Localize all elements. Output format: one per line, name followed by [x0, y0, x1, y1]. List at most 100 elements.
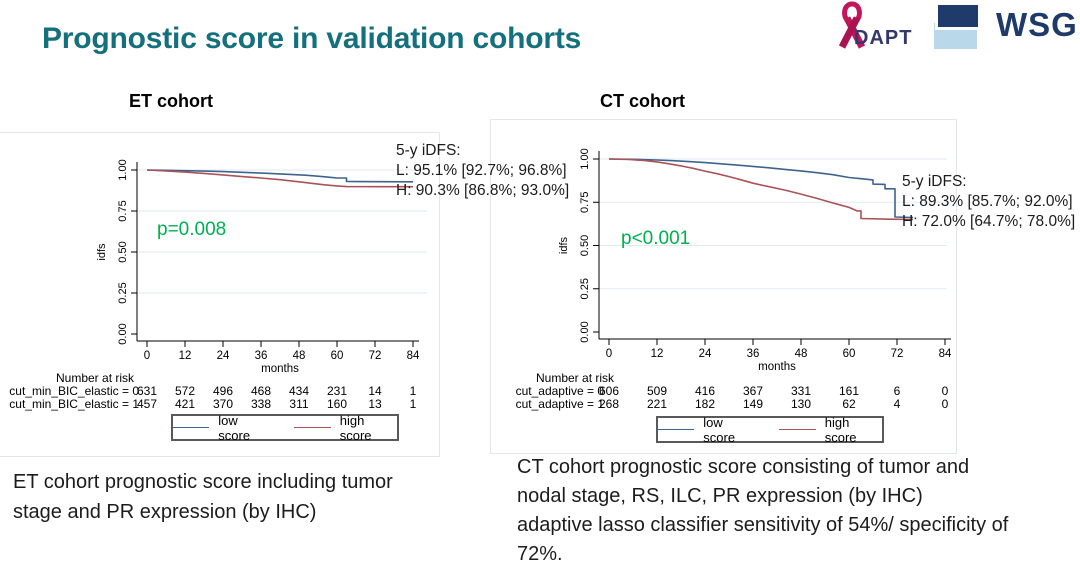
annotation-line: 5-y iDFS:: [902, 173, 967, 190]
svg-text:12: 12: [179, 350, 192, 362]
risk-count: 149: [742, 397, 764, 411]
risk-count: 434: [288, 384, 310, 398]
risk-count: 496: [212, 384, 234, 398]
high-score-line-sample: [779, 429, 816, 430]
et-legend: low score high score: [171, 412, 399, 443]
risk-count: 370: [212, 397, 234, 411]
svg-text:1.00: 1.00: [579, 148, 591, 169]
et-risk-table: Number at risk cut_min_BIC_elastic = 0 c…: [0, 133, 439, 456]
risk-table-header: Number at risk: [56, 371, 135, 385]
svg-text:months: months: [261, 363, 299, 375]
svg-text:12: 12: [651, 348, 664, 360]
svg-text:months: months: [758, 361, 796, 373]
et-5y-idfs-annotation: 5-y iDFS: L: 95.1% [92.7%; 96.8%] H: 90.…: [396, 141, 569, 201]
risk-count: 221: [646, 397, 668, 411]
risk-count: 468: [250, 384, 272, 398]
low-score-line-sample: [173, 427, 210, 428]
wsg-logo-square-dark: [935, 2, 981, 30]
wsg-logo: WSG: [918, 2, 1080, 56]
risk-table-header: Number at risk: [536, 371, 615, 385]
risk-count: 268: [598, 397, 620, 411]
svg-text:36: 36: [747, 348, 760, 360]
svg-text:idfs: idfs: [96, 243, 108, 261]
risk-count: 161: [838, 384, 860, 398]
svg-text:60: 60: [331, 350, 344, 362]
svg-text:48: 48: [293, 350, 306, 362]
et-cohort-heading: ET cohort: [129, 91, 213, 111]
adapt-logo: DAPT: [833, 1, 923, 55]
ct-cohort-heading: CT cohort: [600, 91, 685, 111]
svg-text:24: 24: [217, 350, 230, 362]
high-score-line-sample: [294, 427, 331, 428]
risk-count: 130: [790, 397, 812, 411]
annotation-line: L: 95.1% [92.7%; 96.8%]: [396, 162, 567, 179]
svg-text:0.50: 0.50: [117, 241, 129, 262]
svg-text:0: 0: [606, 348, 612, 360]
awareness-ribbon-icon: [838, 1, 866, 49]
annotation-line: H: 90.3% [86.8%; 93.0%]: [396, 182, 570, 199]
adapt-logo-text: DAPT: [854, 27, 913, 49]
svg-text:84: 84: [407, 350, 420, 362]
risk-row-label: cut_adaptive = 1: [515, 397, 604, 411]
risk-count: 182: [694, 397, 716, 411]
risk-count: 62: [842, 397, 856, 411]
svg-text:24: 24: [699, 348, 712, 360]
wsg-logo-text: WSG: [996, 6, 1078, 43]
ct-caption: CT cohort prognostic score consisting of…: [517, 456, 1009, 562]
annotation-line: H: 72.0% [64.7%; 78.0%]: [902, 213, 1076, 230]
et-p-value: p=0.008: [157, 219, 227, 240]
svg-text:72: 72: [369, 350, 382, 362]
risk-count: 1: [409, 384, 417, 398]
ct-risk-table: Number at risk cut_adaptive = 0 cut_adap…: [491, 120, 956, 453]
risk-row-label: cut_adaptive = 0: [515, 384, 604, 398]
annotation-line: L: 89.3% [85.7%; 92.0%]: [902, 193, 1073, 210]
svg-text:idfs: idfs: [558, 236, 570, 254]
risk-count: 160: [326, 397, 348, 411]
ct-chart-panel: 0.00 0.25 0.50 0.75 1.00 idfs 0 12 24 36 48 60 72 84 m…: [490, 119, 957, 454]
low-score-line-sample: [658, 429, 695, 430]
svg-text:0.75: 0.75: [579, 192, 591, 213]
svg-text:1.00: 1.00: [117, 159, 129, 180]
legend-label-high: high score: [339, 412, 372, 443]
svg-text:48: 48: [795, 348, 808, 360]
risk-count: 4: [893, 397, 901, 411]
risk-count: 231: [326, 384, 348, 398]
ct-km-plot: 0.00 0.25 0.50 0.75 1.00 idfs 0 12 24 36 48 60 72 84 m…: [558, 148, 952, 373]
legend-label-low: low score: [218, 412, 251, 443]
ct-legend: low score high score: [656, 414, 884, 445]
svg-text:0.25: 0.25: [117, 282, 129, 303]
svg-text:84: 84: [939, 348, 952, 360]
risk-count: 606: [598, 384, 620, 398]
risk-count: 367: [742, 384, 764, 398]
ct-5y-idfs-annotation: 5-y iDFS: L: 89.3% [85.7%; 92.0%] H: 72.…: [902, 172, 1075, 232]
svg-text:0.00: 0.00: [579, 321, 591, 342]
risk-count: 572: [174, 384, 196, 398]
risk-count: 311: [289, 397, 309, 411]
risk-count: 631: [136, 384, 158, 398]
risk-count: 1: [409, 397, 417, 411]
svg-text:0.75: 0.75: [117, 200, 129, 221]
risk-row-label: cut_min_BIC_elastic = 0: [9, 384, 139, 398]
risk-count: 6: [893, 384, 901, 398]
svg-text:60: 60: [843, 348, 856, 360]
page-title: Prognostic score in validation cohorts: [42, 22, 582, 55]
risk-row-label: cut_min_BIC_elastic = 1: [9, 397, 139, 411]
legend-label-low: low score: [703, 414, 736, 445]
risk-count: 457: [136, 397, 158, 411]
svg-text:0: 0: [144, 350, 150, 362]
risk-count: 0: [941, 384, 949, 398]
svg-text:0.50: 0.50: [579, 235, 591, 256]
risk-count: 331: [790, 384, 812, 398]
risk-count: 13: [368, 397, 382, 411]
svg-text:36: 36: [255, 350, 268, 362]
risk-count: 421: [174, 397, 196, 411]
risk-count: 14: [368, 384, 382, 398]
risk-count: 0: [941, 397, 949, 411]
risk-count: 509: [646, 384, 668, 398]
annotation-line: 5-y iDFS:: [396, 142, 461, 159]
et-chart-panel: 0.00 0.25 0.50 0.75 1.00 idfs 0 12 24 36 48 60 72 84 m…: [0, 132, 440, 457]
legend-label-high: high score: [824, 414, 857, 445]
risk-count: 416: [694, 384, 716, 398]
svg-text:0.25: 0.25: [579, 278, 591, 299]
